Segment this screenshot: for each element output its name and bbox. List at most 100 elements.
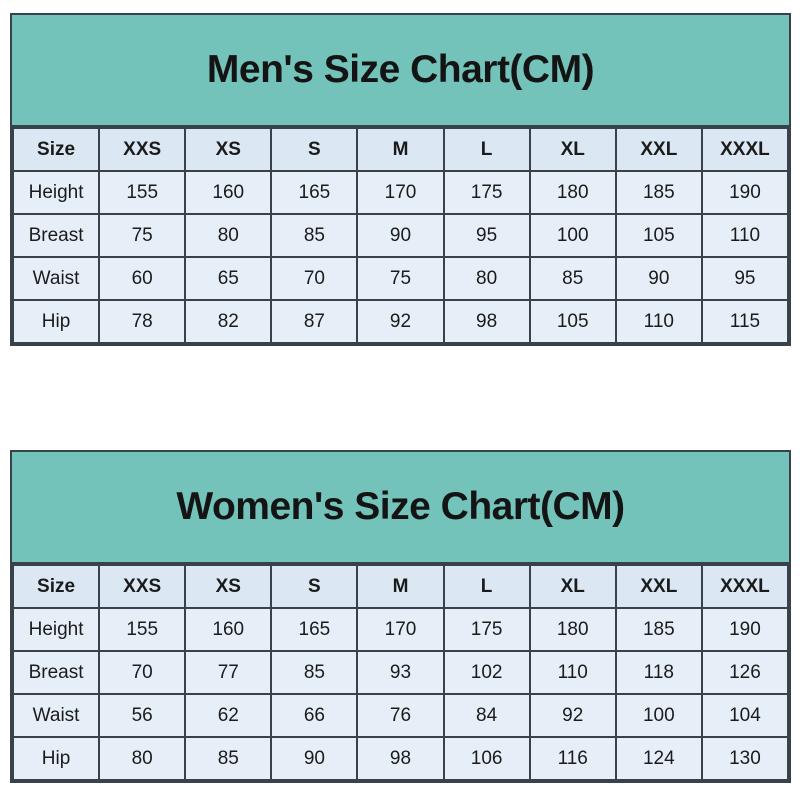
column-header-xl: XL (528, 127, 617, 172)
column-header-xxl: XXL (614, 564, 703, 609)
value-cell: 95 (442, 213, 531, 258)
value-cell: 165 (270, 170, 359, 215)
value-cell: 87 (270, 299, 359, 344)
value-cell: 84 (442, 693, 531, 738)
womens-header-row: Size XXS XS S M L XL XXL XXXL (11, 564, 790, 609)
value-cell: 175 (442, 170, 531, 215)
value-cell: 175 (442, 607, 531, 652)
value-cell: 77 (184, 650, 273, 695)
value-cell: 165 (270, 607, 359, 652)
column-header-xxs: XXS (98, 564, 187, 609)
value-cell: 90 (356, 213, 445, 258)
value-cell: 118 (614, 650, 703, 695)
row-label: Hip (11, 299, 101, 344)
value-cell: 76 (356, 693, 445, 738)
column-header-xxs: XXS (98, 127, 187, 172)
value-cell: 90 (614, 256, 703, 301)
table-row-hip: Hip 80 85 90 98 106 116 124 130 (11, 736, 790, 781)
table-row-waist: Waist 60 65 70 75 80 85 90 95 (11, 256, 790, 301)
column-header-s: S (270, 127, 359, 172)
row-label: Hip (11, 736, 101, 781)
value-cell: 85 (270, 213, 359, 258)
womens-size-table: Size XXS XS S M L XL XXL XXXL Height 155… (11, 564, 790, 781)
table-row-breast: Breast 75 80 85 90 95 100 105 110 (11, 213, 790, 258)
column-header-m: M (356, 127, 445, 172)
value-cell: 92 (528, 693, 617, 738)
column-header-xs: XS (184, 127, 273, 172)
value-cell: 110 (614, 299, 703, 344)
value-cell: 65 (184, 256, 273, 301)
column-header-size: Size (11, 127, 101, 172)
column-header-xxxl: XXXL (700, 127, 790, 172)
value-cell: 185 (614, 170, 703, 215)
value-cell: 124 (614, 736, 703, 781)
value-cell: 185 (614, 607, 703, 652)
row-label: Height (11, 170, 101, 215)
value-cell: 170 (356, 170, 445, 215)
value-cell: 190 (700, 607, 790, 652)
row-label: Breast (11, 213, 101, 258)
column-header-m: M (356, 564, 445, 609)
value-cell: 110 (700, 213, 790, 258)
womens-chart-title: Women's Size Chart(CM) (12, 452, 789, 564)
value-cell: 66 (270, 693, 359, 738)
value-cell: 100 (614, 693, 703, 738)
column-header-size: Size (11, 564, 101, 609)
value-cell: 60 (98, 256, 187, 301)
value-cell: 126 (700, 650, 790, 695)
value-cell: 98 (442, 299, 531, 344)
table-row-breast: Breast 70 77 85 93 102 110 118 126 (11, 650, 790, 695)
value-cell: 104 (700, 693, 790, 738)
column-header-l: L (442, 127, 531, 172)
value-cell: 85 (184, 736, 273, 781)
value-cell: 170 (356, 607, 445, 652)
mens-chart-title: Men's Size Chart(CM) (12, 15, 789, 127)
value-cell: 155 (98, 607, 187, 652)
value-cell: 130 (700, 736, 790, 781)
column-header-xl: XL (528, 564, 617, 609)
column-header-xxxl: XXXL (700, 564, 790, 609)
value-cell: 78 (98, 299, 187, 344)
value-cell: 95 (700, 256, 790, 301)
table-row-waist: Waist 56 62 66 76 84 92 100 104 (11, 693, 790, 738)
value-cell: 105 (528, 299, 617, 344)
value-cell: 160 (184, 607, 273, 652)
row-label: Waist (11, 256, 101, 301)
mens-header-row: Size XXS XS S M L XL XXL XXXL (11, 127, 790, 172)
value-cell: 155 (98, 170, 187, 215)
value-cell: 180 (528, 170, 617, 215)
value-cell: 92 (356, 299, 445, 344)
value-cell: 93 (356, 650, 445, 695)
value-cell: 80 (98, 736, 187, 781)
mens-size-chart: Men's Size Chart(CM) Size XXS XS S M L X… (10, 13, 791, 346)
value-cell: 102 (442, 650, 531, 695)
column-header-s: S (270, 564, 359, 609)
value-cell: 70 (270, 256, 359, 301)
value-cell: 75 (356, 256, 445, 301)
value-cell: 82 (184, 299, 273, 344)
table-row-hip: Hip 78 82 87 92 98 105 110 115 (11, 299, 790, 344)
value-cell: 98 (356, 736, 445, 781)
value-cell: 85 (528, 256, 617, 301)
row-label: Waist (11, 693, 101, 738)
table-row-height: Height 155 160 165 170 175 180 185 190 (11, 170, 790, 215)
row-label: Breast (11, 650, 101, 695)
value-cell: 56 (98, 693, 187, 738)
value-cell: 190 (700, 170, 790, 215)
value-cell: 105 (614, 213, 703, 258)
value-cell: 110 (528, 650, 617, 695)
value-cell: 90 (270, 736, 359, 781)
value-cell: 75 (98, 213, 187, 258)
row-label: Height (11, 607, 101, 652)
value-cell: 160 (184, 170, 273, 215)
table-row-height: Height 155 160 165 170 175 180 185 190 (11, 607, 790, 652)
value-cell: 80 (184, 213, 273, 258)
mens-size-table: Size XXS XS S M L XL XXL XXXL Height 155… (11, 127, 790, 344)
value-cell: 116 (528, 736, 617, 781)
value-cell: 80 (442, 256, 531, 301)
value-cell: 115 (700, 299, 790, 344)
column-header-xxl: XXL (614, 127, 703, 172)
value-cell: 106 (442, 736, 531, 781)
column-header-l: L (442, 564, 531, 609)
